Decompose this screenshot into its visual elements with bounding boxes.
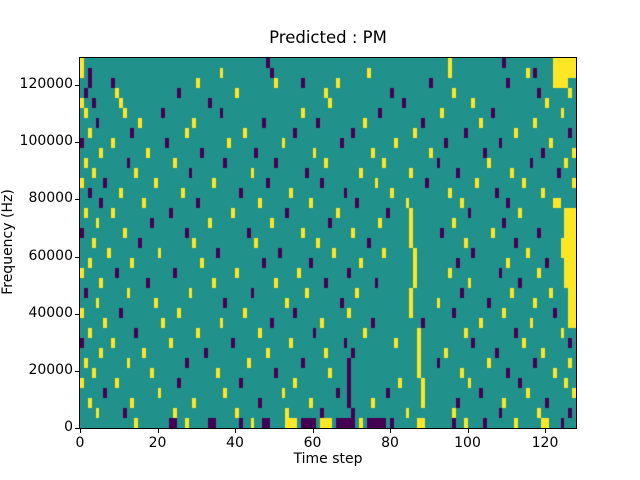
y-tick-mark — [75, 199, 79, 201]
x-tick-label: 20 — [148, 435, 167, 451]
x-tick-mark — [157, 429, 159, 433]
x-tick-label: 40 — [226, 435, 244, 451]
x-tick-mark — [545, 429, 546, 433]
y-tick-mark — [75, 428, 79, 429]
chart-title: Predicted : PM — [269, 28, 387, 47]
heatmap-canvas — [80, 58, 576, 428]
y-tick-label: 80000 — [28, 190, 73, 207]
y-tick-mark — [75, 142, 79, 144]
x-tick-mark — [80, 429, 81, 433]
x-tick-mark — [235, 429, 236, 433]
plot-border — [79, 57, 577, 429]
y-tick-mark — [75, 313, 79, 315]
x-tick-label: 0 — [75, 435, 85, 451]
x-tick-label: 60 — [303, 435, 322, 451]
x-tick-mark — [467, 429, 469, 433]
y-tick-label: 40000 — [28, 304, 73, 321]
y-tick-label: 100000 — [19, 133, 73, 150]
y-tick-mark — [75, 85, 79, 87]
x-tick-mark — [390, 429, 391, 433]
y-tick-mark — [75, 256, 79, 258]
y-tick-label: 0 — [64, 419, 73, 435]
x-tick-label: 80 — [381, 435, 399, 451]
y-tick-label: 120000 — [19, 76, 73, 93]
x-tick-label: 100 — [454, 435, 481, 451]
y-tick-label: 20000 — [28, 361, 73, 378]
y-tick-label: 60000 — [28, 247, 73, 264]
x-tick-label: 120 — [531, 435, 559, 451]
x-tick-mark — [312, 429, 314, 433]
y-tick-mark — [75, 370, 79, 372]
x-axis-label: Time step — [293, 451, 363, 467]
